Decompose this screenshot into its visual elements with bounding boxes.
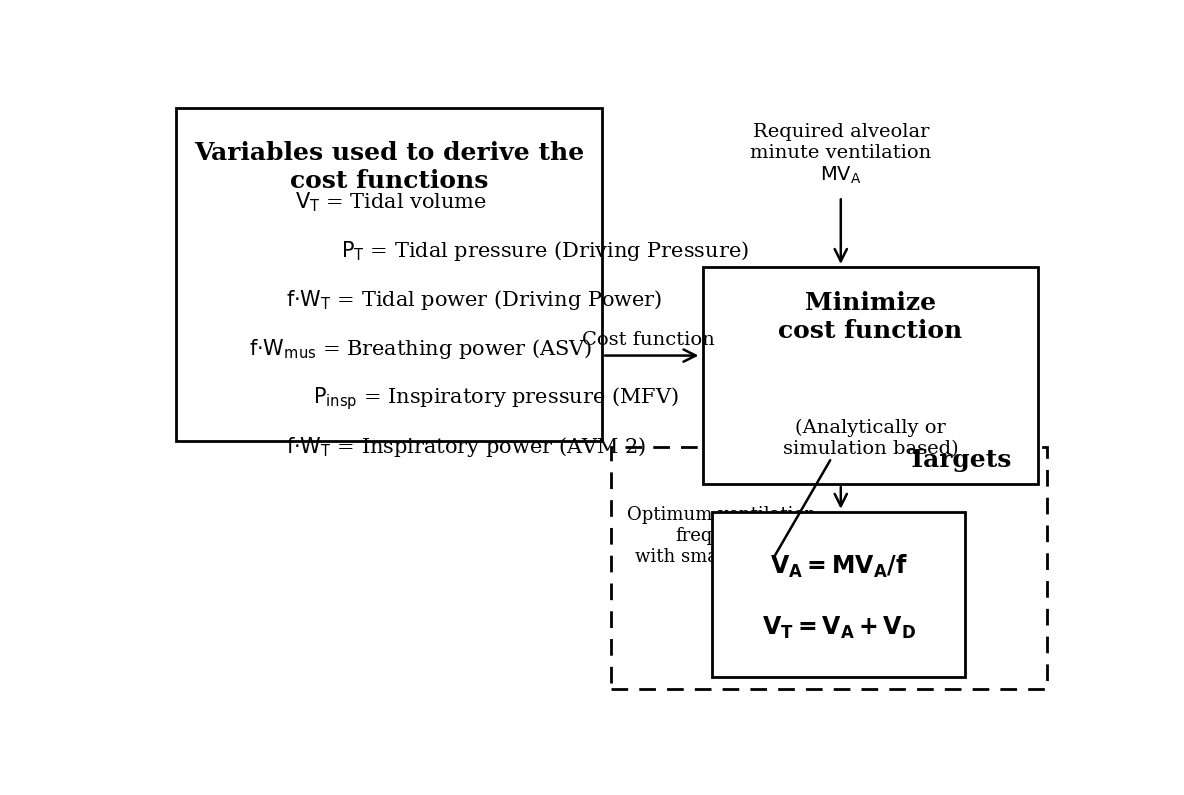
Bar [175, 107, 603, 441]
Text: $\mathrm{V_T}$ = Tidal volume: $\mathrm{V_T}$ = Tidal volume [295, 191, 487, 215]
Text: $\mathrm{f{\cdot}W_T}$ = Tidal power (Driving Power): $\mathrm{f{\cdot}W_T}$ = Tidal power (Dr… [285, 289, 662, 312]
Text: Cost function: Cost function [581, 332, 714, 349]
Text: $\mathrm{f{\cdot}W_{mus}}$ = Breathing power (ASV): $\mathrm{f{\cdot}W_{mus}}$ = Breathing p… [249, 337, 592, 362]
Text: $\mathrm{f{\cdot}W_T}$ = Inspiratory power (AVM 2): $\mathrm{f{\cdot}W_T}$ = Inspiratory pow… [285, 436, 645, 460]
Text: $\mathrm{P_{insp}}$ = Inspiratory pressure (MFV): $\mathrm{P_{insp}}$ = Inspiratory pressu… [313, 385, 678, 412]
Text: $\mathrm{P_T}$ = Tidal pressure (Driving Pressure): $\mathrm{P_T}$ = Tidal pressure (Driving… [341, 239, 748, 263]
Text: Minimize
cost function: Minimize cost function [779, 291, 963, 343]
Text: $\mathbf{V_T = V_A+V_D}$: $\mathbf{V_T = V_A+V_D}$ [761, 615, 915, 641]
Text: $\mathbf{V_A = MV_A/f}$: $\mathbf{V_A = MV_A/f}$ [770, 553, 907, 580]
Bar [611, 448, 1048, 689]
Text: Required alveolar
minute ventilation
$\mathrm{MV_A}$: Required alveolar minute ventilation $\m… [751, 123, 932, 186]
Text: Variables used to derive the
cost functions: Variables used to derive the cost functi… [194, 142, 584, 193]
Bar [713, 512, 965, 677]
Text: (Analytically or
simulation based): (Analytically or simulation based) [783, 419, 958, 458]
Bar [703, 267, 1038, 484]
Text: Targets: Targets [908, 448, 1012, 471]
Text: Optimum ventilation
frequency
with smallest costs: Optimum ventilation frequency with small… [628, 506, 816, 566]
